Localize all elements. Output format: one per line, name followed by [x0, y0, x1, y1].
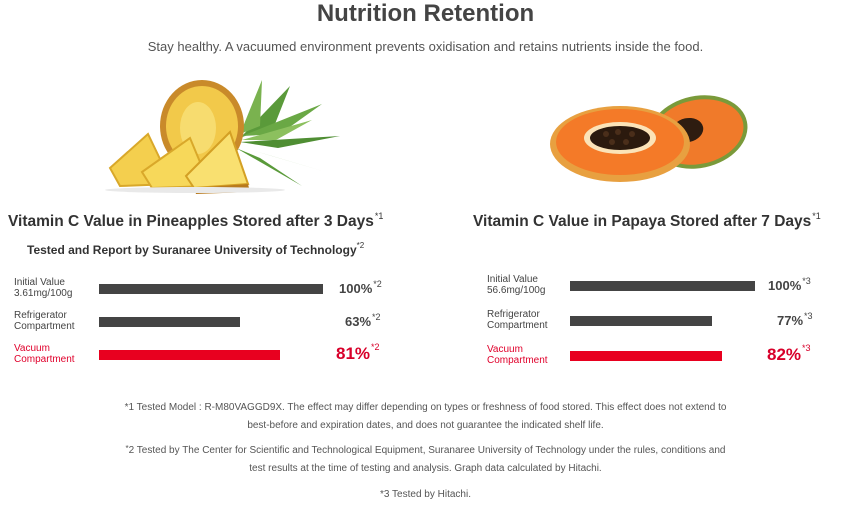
chart-subtitle-note: *2 — [356, 241, 365, 250]
chart-title: Vitamin C Value in Papaya Stored after 7… — [473, 211, 821, 230]
chart-title-note: *1 — [374, 211, 384, 221]
row-label-initial: Initial Value 3.61mg/100g — [14, 277, 73, 299]
footnote-2: *2 Tested by The Center for Scientific a… — [125, 444, 726, 474]
chart-title-note: *1 — [812, 211, 821, 221]
bar-vacuum — [99, 350, 281, 360]
value-vacuum: 81%*2 — [336, 342, 380, 363]
page-subtitle: Stay healthy. A vacuumed environment pre… — [147, 39, 704, 54]
row-label-initial: Initial Value 56.6mg/100g — [487, 274, 546, 296]
bar-initial — [99, 284, 323, 294]
bar-vacuum — [570, 351, 722, 361]
page-title: Nutrition Retention — [316, 0, 535, 27]
pineapple-image — [105, 80, 340, 194]
row-label-vacuum: Vacuum Compartment — [487, 344, 548, 366]
papaya-image — [550, 95, 748, 182]
footnote-1: *1 Tested Model : R-M80VAGGD9X. The effe… — [124, 402, 727, 431]
footnote-3: *3 Tested by Hitachi. — [380, 489, 471, 500]
row-label-refrigerator: Refrigerator Compartment — [487, 309, 548, 331]
value-refrigerator: 77%*3 — [777, 311, 813, 328]
value-refrigerator: 63%*2 — [345, 312, 381, 329]
value-initial: 100%*3 — [768, 276, 811, 293]
bar-initial — [570, 281, 755, 291]
value-vacuum: 82%*3 — [767, 343, 811, 364]
bar-refrigerator — [99, 317, 241, 327]
bar-refrigerator — [570, 316, 713, 326]
pineapple-leaves-icon — [236, 80, 340, 186]
value-initial: 100%*2 — [339, 279, 382, 296]
row-label-refrigerator: Refrigerator Compartment — [14, 310, 75, 332]
chart-title: Vitamin C Value in Pineapples Stored aft… — [8, 211, 384, 230]
chart-subtitle: Tested and Report by Suranaree Universit… — [27, 241, 365, 257]
row-label-vacuum: Vacuum Compartment — [14, 343, 75, 365]
